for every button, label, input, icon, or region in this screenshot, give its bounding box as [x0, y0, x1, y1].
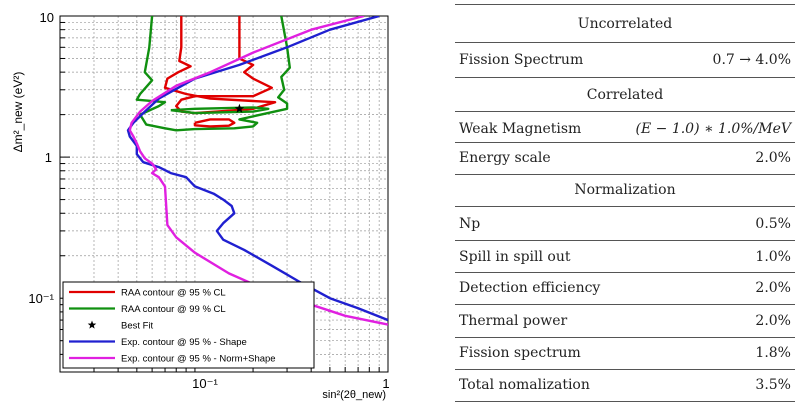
legend-symbol-best-fit: [87, 320, 97, 329]
table-rule: [455, 174, 795, 175]
legend-box: [62, 281, 315, 369]
row-label: Fission spectrum: [459, 345, 581, 361]
plot-frame: [59, 15, 389, 373]
legend-label: RAA contour @ 95 % CL: [121, 288, 226, 299]
row-label: Fission Spectrum: [459, 52, 584, 68]
row-label: Weak Magnetism: [459, 121, 582, 137]
table-rule: [455, 42, 795, 43]
table-rule: [455, 337, 795, 338]
table-rule: [455, 206, 795, 207]
section-normalization: Normalization: [455, 174, 795, 206]
legend-items: RAA contour @ 95 % CL RAA contour @ 99 % …: [69, 288, 276, 365]
legend: RAA contour @ 95 % CL RAA contour @ 99 % …: [62, 281, 315, 369]
legend-label: RAA contour @ 99 % CL: [121, 304, 226, 315]
contour-raa-contour-95-cl: [193, 118, 236, 128]
row-fission-spectrum-norm: Fission spectrum 1.8%: [455, 337, 795, 369]
contour-exp-contour-95-shape: [126, 16, 388, 322]
x-tick-label-0.1: 10⁻¹: [192, 376, 218, 391]
row-np: Np 0.5%: [455, 208, 795, 240]
table-rule: [455, 369, 795, 370]
legend-label: Best Fit: [121, 321, 154, 332]
row-label: Energy scale: [459, 150, 551, 166]
section-title: Uncorrelated: [577, 16, 673, 32]
section-correlated: Correlated: [455, 79, 795, 111]
table-rule: [455, 111, 795, 112]
y-tick-label-0.1: 10⁻¹: [28, 291, 54, 306]
row-value: 1.8%: [755, 345, 791, 361]
row-value: 2.0%: [755, 150, 791, 166]
x-axis-label: sin²(2θ_new): [322, 389, 386, 401]
row-weak-magnetism: Weak Magnetism (E − 1.0) ∗ 1.0%/MeV: [455, 113, 795, 145]
section-title: Correlated: [586, 87, 664, 103]
row-energy-scale: Energy scale 2.0%: [455, 142, 795, 174]
row-value: 0.7 → 4.0%: [712, 52, 791, 68]
row-value: 2.0%: [755, 313, 791, 329]
row-value: 0.5%: [755, 216, 791, 232]
row-value: 3.5%: [755, 377, 791, 393]
y-tick-label-10: 10: [40, 10, 54, 25]
legend-label: Exp. contour @ 95 % - Norm+Shape: [121, 354, 276, 365]
row-value: 1.0%: [755, 249, 791, 265]
table-rule: [455, 4, 795, 5]
row-value: (E − 1.0) ∗ 1.0%/MeV: [635, 121, 791, 137]
row-fission-spectrum: Fission Spectrum 0.7 → 4.0%: [455, 44, 795, 76]
row-label: Spill in spill out: [459, 249, 571, 265]
legend-label: Exp. contour @ 95 % - Shape: [121, 337, 247, 348]
row-label: Detection efficiency: [459, 280, 601, 296]
row-detection: Detection efficiency 2.0%: [455, 272, 795, 304]
table-rule: [455, 304, 795, 305]
table-rule: [455, 77, 795, 78]
y-axis-label: Δm²_new (eV²): [11, 72, 25, 153]
contour-raa-contour-99-cl: [170, 106, 270, 115]
table-rule: [455, 240, 795, 241]
y-tick-label-1: 1: [45, 150, 52, 165]
contour-curves: [126, 16, 388, 326]
x-tick-label-1: 1: [382, 376, 389, 391]
contour-raa-contour-99-cl: [135, 16, 291, 132]
contour-exp-contour-95-norm-shape: [128, 16, 388, 326]
row-label: Total nomalization: [459, 377, 590, 393]
section-uncorrelated: Uncorrelated: [455, 8, 795, 40]
row-total: Total nomalization 3.5%: [455, 369, 795, 401]
table-rule: [455, 401, 795, 402]
row-label: Thermal power: [459, 313, 568, 329]
section-title: Normalization: [574, 182, 676, 198]
table-rule: [455, 142, 795, 143]
sensitivity-plot: 10 1 10⁻¹ 10⁻¹ 1 sin²(2θ_new) Δm²_new (e…: [11, 10, 390, 401]
row-label: Np: [459, 216, 481, 232]
systematics-table: Uncorrelated Fission Spectrum 0.7 → 4.0% …: [455, 0, 800, 403]
best-fit-marker: [234, 103, 245, 113]
row-value: 2.0%: [755, 280, 791, 296]
table-rule: [455, 272, 795, 273]
row-thermal: Thermal power 2.0%: [455, 305, 795, 337]
contour-raa-contour-95-cl: [163, 16, 277, 115]
row-spill: Spill in spill out 1.0%: [455, 241, 795, 273]
